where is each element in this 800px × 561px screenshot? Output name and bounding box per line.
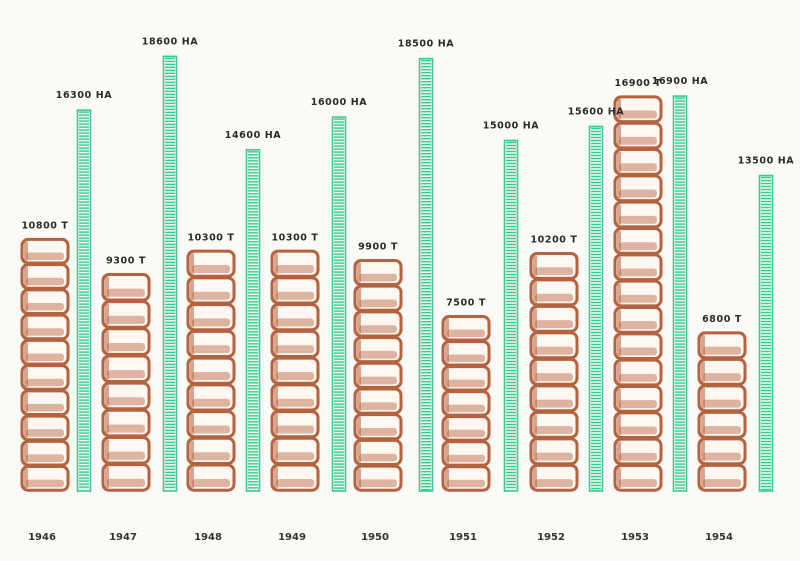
label-hectares-1952: 15600 HA	[568, 106, 625, 117]
bar-tonnes-1951	[441, 315, 491, 492]
label-hectares-1950: 18500 HA	[398, 39, 455, 50]
bar-tonnes-1954	[697, 331, 747, 492]
x-tick-1951: 1951	[449, 532, 477, 543]
x-tick-1947: 1947	[109, 532, 137, 543]
label-tonnes-1947: 9300 T	[106, 256, 146, 267]
label-hectares-1949: 16000 HA	[311, 97, 368, 108]
chart-labels: 10800 T 16300 HA 1946 9300 T 18600 HA 1947 103…	[21, 36, 795, 543]
x-tick-1946: 1946	[28, 532, 56, 543]
label-tonnes-1949: 10300 T	[271, 232, 318, 243]
label-tonnes-1954: 6800 T	[702, 314, 742, 325]
chart-marks	[20, 55, 774, 492]
bar-hectares-1947	[162, 55, 178, 492]
x-tick-1954: 1954	[705, 532, 733, 543]
bar-tonnes-1953	[613, 95, 663, 492]
bar-hectares-1949	[331, 116, 347, 492]
bar-hectares-1946	[76, 109, 92, 492]
label-hectares-1954: 13500 HA	[738, 156, 795, 167]
label-hectares-1947: 18600 HA	[142, 36, 199, 47]
bar-hectares-1948	[245, 149, 261, 492]
bar-tonnes-1947	[101, 272, 151, 492]
bar-hectares-1950	[418, 57, 434, 492]
label-tonnes-1946: 10800 T	[21, 221, 68, 232]
x-tick-1953: 1953	[621, 532, 649, 543]
bar-hectares-1953	[672, 95, 688, 492]
label-tonnes-1953: 16900 T	[614, 78, 661, 89]
label-tonnes-1950: 9900 T	[358, 242, 398, 253]
label-hectares-1953: 16900 HA	[652, 76, 709, 87]
label-hectares-1948: 14600 HA	[225, 130, 282, 141]
label-tonnes-1951: 7500 T	[446, 298, 486, 309]
x-tick-1952: 1952	[537, 532, 565, 543]
label-hectares-1946: 16300 HA	[56, 90, 113, 101]
x-tick-1950: 1950	[361, 532, 389, 543]
bar-tonnes-1949	[270, 249, 320, 492]
bar-hectares-1951	[503, 139, 519, 492]
bar-tonnes-1952	[529, 251, 579, 492]
label-hectares-1951: 15000 HA	[483, 120, 540, 131]
bar-tonnes-1950	[353, 258, 403, 492]
x-tick-1948: 1948	[194, 532, 222, 543]
bar-tonnes-1946	[20, 237, 70, 492]
label-tonnes-1948: 10300 T	[187, 232, 234, 243]
bar-hectares-1952	[588, 125, 604, 492]
label-tonnes-1952: 10200 T	[530, 235, 577, 246]
bar-tonnes-1948	[186, 249, 236, 492]
x-tick-1949: 1949	[278, 532, 306, 543]
bar-hectares-1954	[758, 174, 774, 492]
